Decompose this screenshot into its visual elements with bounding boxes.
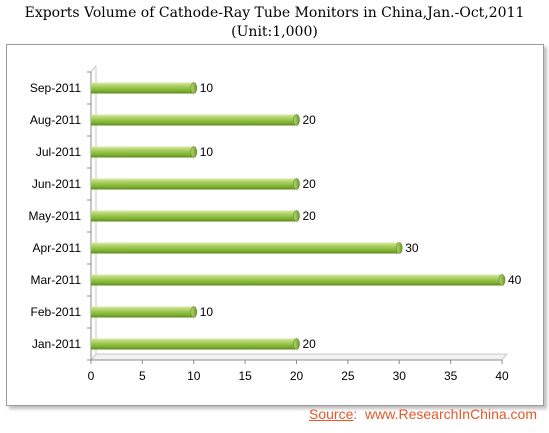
data-label: 10	[200, 81, 214, 95]
x-tick-label: 40	[495, 369, 509, 383]
chart-title: Exports Volume of Cathode-Ray Tube Monit…	[24, 5, 525, 21]
data-label: 30	[405, 241, 419, 255]
bar	[91, 338, 297, 350]
x-tick-label: 30	[393, 369, 407, 383]
y-tick-label: May-2011	[29, 209, 82, 223]
x-tick-label: 25	[341, 369, 355, 383]
bar-cap	[190, 306, 198, 318]
bar	[91, 306, 194, 318]
bar	[91, 82, 194, 94]
wall-top-edge	[90, 65, 97, 73]
chart-subtitle: (Unit:1,000)	[231, 24, 318, 40]
bar	[91, 242, 400, 254]
x-tick-label: 35	[444, 369, 458, 383]
bar	[91, 274, 502, 286]
x-tick-label: 0	[88, 369, 95, 383]
data-label: 10	[200, 305, 214, 319]
data-label: 20	[303, 209, 317, 223]
data-label: 10	[200, 145, 214, 159]
y-tick-label: Mar-2011	[31, 273, 82, 287]
source-note: Source: www.ResearchInChina.com	[309, 406, 537, 422]
floor	[89, 353, 509, 361]
bar-cap	[293, 338, 300, 350]
data-label: 40	[508, 273, 522, 287]
y-tick-label: Jan-2011	[32, 337, 81, 351]
bar	[91, 114, 297, 126]
source-label: Source	[309, 406, 354, 422]
bar-cap	[190, 82, 198, 94]
bar-cap	[190, 146, 198, 158]
data-label: 20	[303, 113, 317, 127]
bar-cap	[293, 210, 300, 222]
y-tick-label: Feb-2011	[31, 305, 82, 319]
bar	[91, 178, 297, 190]
y-tick-label: Jul-2011	[36, 145, 81, 159]
bar-cap	[293, 178, 300, 190]
y-tick-label: Sep-2011	[30, 81, 81, 95]
bar-cap	[498, 274, 506, 286]
source-url: www.ResearchInChina.com	[365, 406, 537, 422]
data-label: 20	[303, 177, 317, 191]
x-tick-label: 15	[238, 369, 252, 383]
y-tick-label: Jun-2011	[32, 177, 81, 191]
y-tick-label: Apr-2011	[33, 241, 82, 255]
bar	[91, 146, 194, 158]
x-tick-label: 5	[139, 369, 146, 383]
bar	[91, 210, 297, 222]
chart-title-block: Exports Volume of Cathode-Ray Tube Monit…	[0, 4, 549, 42]
bar-cap	[395, 242, 403, 254]
x-tick-label: 20	[290, 369, 304, 383]
bar-cap	[293, 114, 300, 126]
data-label: 20	[303, 337, 317, 351]
source-separator: :	[353, 406, 358, 422]
x-tick-label: 10	[187, 369, 201, 383]
y-tick-label: Aug-2011	[30, 113, 81, 127]
